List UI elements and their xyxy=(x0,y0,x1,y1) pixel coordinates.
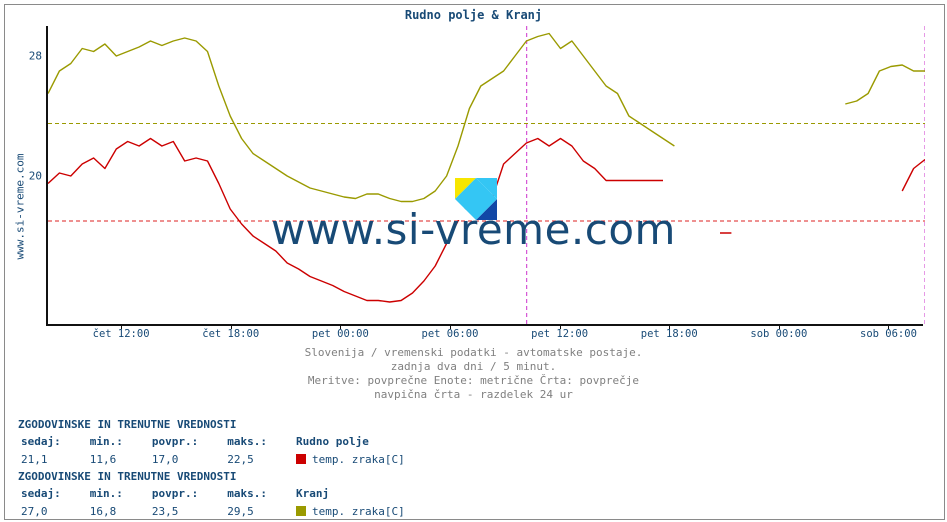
legend-swatch-icon xyxy=(296,454,306,464)
x-tick-label: čet 18:00 xyxy=(202,328,259,340)
x-tick-label: pet 00:00 xyxy=(312,328,369,340)
stat-avg: 17,0 xyxy=(151,452,224,468)
watermark-logo-icon xyxy=(455,178,497,220)
y-axis-title: www.si-vreme.com xyxy=(14,147,27,267)
stat-label-avg: povpr.: xyxy=(152,435,198,448)
plot-svg xyxy=(48,26,925,326)
stat-now: 27,0 xyxy=(20,504,87,520)
stats-header: ZGODOVINSKE IN TRENUTNE VREDNOSTI xyxy=(18,418,433,432)
metric-label: temp. zraka[C] xyxy=(312,453,405,466)
stat-label-now: sedaj: xyxy=(21,435,61,448)
x-tick-label: sob 06:00 xyxy=(860,328,917,340)
y-tick-label: 20 xyxy=(29,170,42,183)
x-tick-label: pet 06:00 xyxy=(422,328,479,340)
stat-max: 22,5 xyxy=(226,452,293,468)
stat-min: 16,8 xyxy=(89,504,149,520)
x-tick-label: pet 12:00 xyxy=(531,328,588,340)
stats-block-2: ZGODOVINSKE IN TRENUTNE VREDNOSTI sedaj:… xyxy=(18,470,433,522)
stat-label-avg: povpr.: xyxy=(152,487,198,500)
y-tick-label: 28 xyxy=(29,50,42,63)
stat-label-min: min.: xyxy=(90,435,123,448)
stats-block-1: ZGODOVINSKE IN TRENUTNE VREDNOSTI sedaj:… xyxy=(18,418,433,470)
stats-header: ZGODOVINSKE IN TRENUTNE VREDNOSTI xyxy=(18,470,433,484)
chart-title: Rudno polje & Kranj xyxy=(0,8,947,22)
legend-swatch-icon xyxy=(296,506,306,516)
metric-label: temp. zraka[C] xyxy=(312,505,405,518)
chart-caption: Slovenija / vremenski podatki - avtomats… xyxy=(0,346,947,402)
plot-area: 2028čet 12:00čet 18:00pet 00:00pet 06:00… xyxy=(46,26,923,326)
stat-min: 11,6 xyxy=(89,452,149,468)
stat-avg: 23,5 xyxy=(151,504,224,520)
series-name: Kranj xyxy=(296,487,329,500)
series-name: Rudno polje xyxy=(296,435,369,448)
x-tick-label: sob 00:00 xyxy=(750,328,807,340)
stat-now: 21,1 xyxy=(20,452,87,468)
stat-label-now: sedaj: xyxy=(21,487,61,500)
stat-max: 29,5 xyxy=(226,504,293,520)
stat-label-min: min.: xyxy=(90,487,123,500)
x-tick-label: čet 12:00 xyxy=(93,328,150,340)
stat-label-max: maks.: xyxy=(227,487,267,500)
stat-label-max: maks.: xyxy=(227,435,267,448)
x-tick-label: pet 18:00 xyxy=(641,328,698,340)
